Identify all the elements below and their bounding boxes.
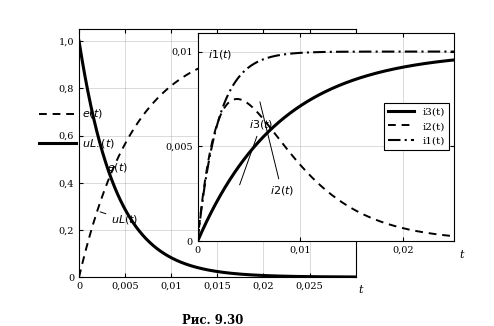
i3(t) xyxy=(447,58,453,62)
i2(t) xyxy=(304,170,310,174)
i3(t) xyxy=(293,107,299,111)
Text: $e(t)$: $e(t)$ xyxy=(82,107,103,120)
Text: $uL(t)$: $uL(t)$ xyxy=(100,212,139,226)
i1(t) xyxy=(293,51,299,55)
Text: $e(t)$: $e(t)$ xyxy=(107,161,127,174)
Text: $i1(t)$: $i1(t)$ xyxy=(208,48,232,61)
i3(t) xyxy=(224,183,230,186)
i2(t) xyxy=(447,234,453,238)
i3(t) xyxy=(304,99,310,103)
i2(t) xyxy=(452,234,457,238)
i1(t) xyxy=(304,51,310,54)
i2(t) xyxy=(224,102,230,106)
i2(t) xyxy=(234,97,240,101)
i2(t) xyxy=(419,230,425,234)
Text: $i3(t)$: $i3(t)$ xyxy=(240,118,273,185)
i1(t) xyxy=(447,50,453,53)
i2(t) xyxy=(195,239,201,243)
Line: i3(t): i3(t) xyxy=(198,60,454,241)
i1(t) xyxy=(224,95,230,99)
Line: i1(t): i1(t) xyxy=(198,52,454,241)
Text: $i2(t)$: $i2(t)$ xyxy=(260,102,294,197)
i3(t) xyxy=(452,58,457,62)
i1(t) xyxy=(195,239,201,243)
i1(t) xyxy=(419,50,425,53)
Text: t: t xyxy=(359,285,363,294)
Text: t: t xyxy=(459,250,464,259)
i3(t) xyxy=(239,160,245,164)
Text: $uL.(t)$: $uL.(t)$ xyxy=(82,137,115,150)
Line: i2(t): i2(t) xyxy=(198,99,454,241)
i3(t) xyxy=(419,62,425,66)
i1(t) xyxy=(452,50,457,53)
Text: Рис. 9.30: Рис. 9.30 xyxy=(182,314,243,326)
i2(t) xyxy=(239,98,245,102)
Legend: i3(t), i2(t), i1(t): i3(t), i2(t), i1(t) xyxy=(384,103,449,150)
i1(t) xyxy=(239,71,245,75)
i2(t) xyxy=(293,158,299,162)
i3(t) xyxy=(195,239,201,243)
